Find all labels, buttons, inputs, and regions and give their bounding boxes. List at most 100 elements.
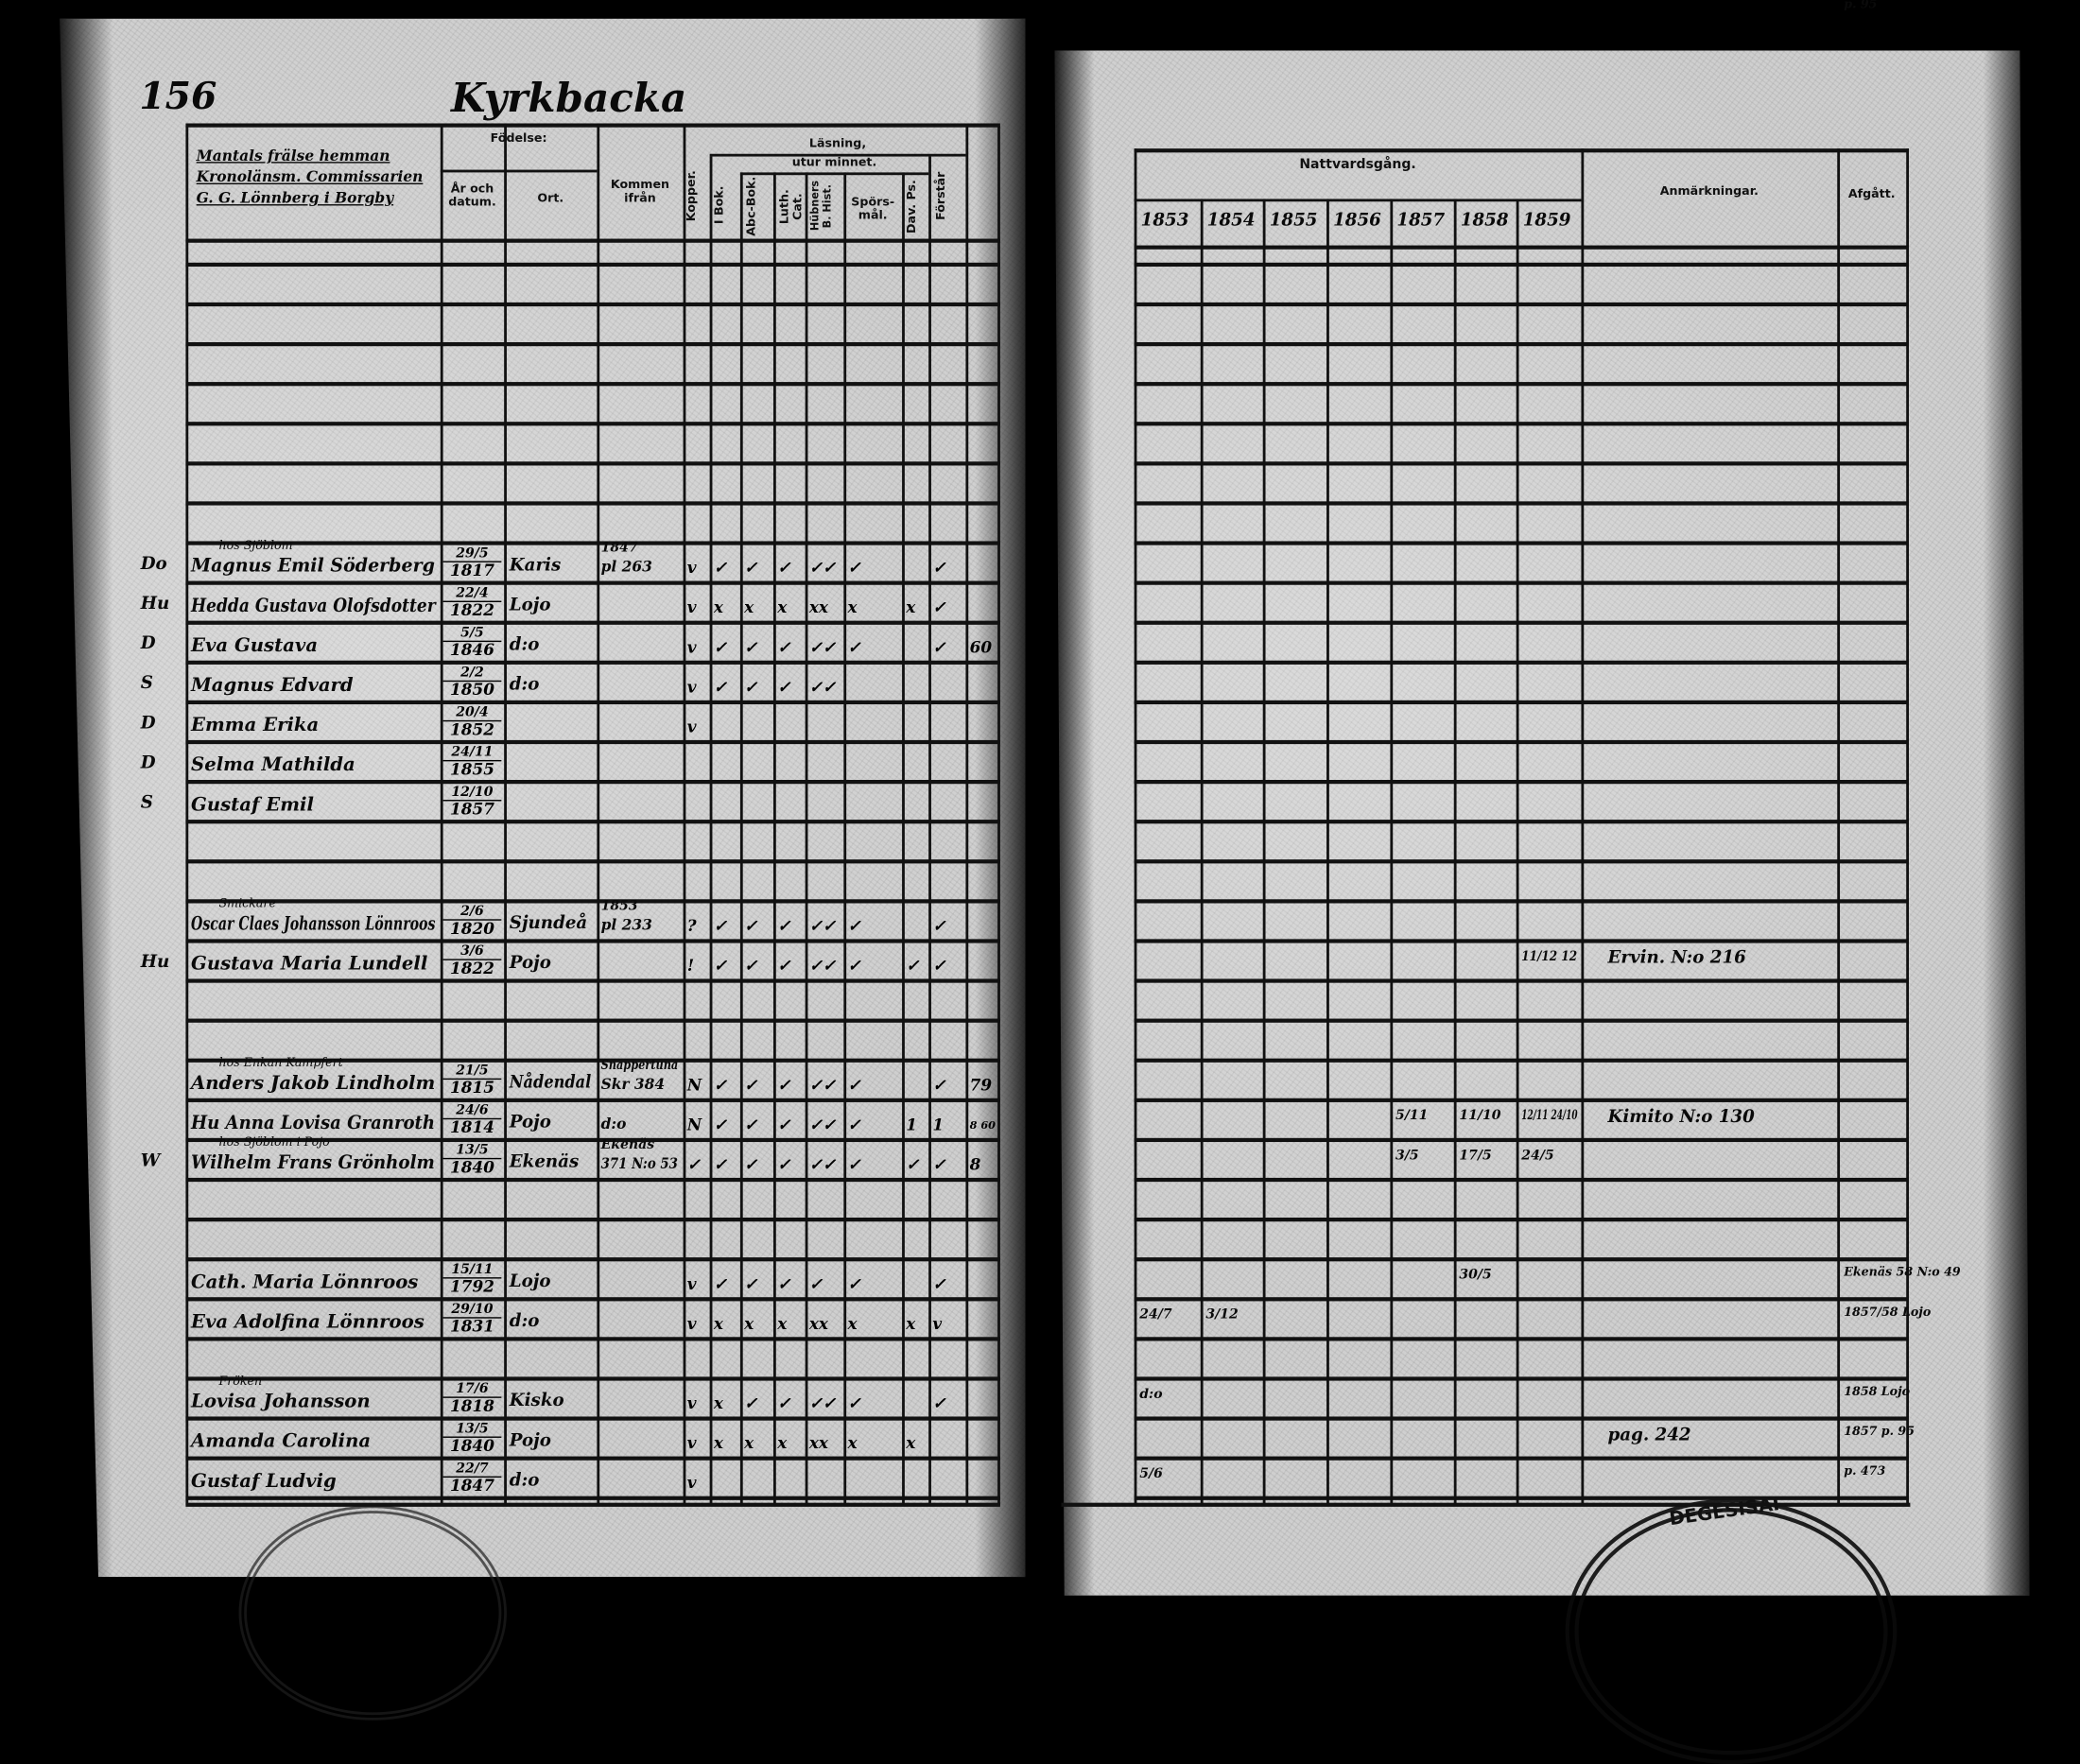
column-rule — [1453, 199, 1457, 1506]
birth-day-month: 24/11 — [442, 746, 502, 762]
row-rule — [185, 899, 1000, 904]
reading-mark: x — [713, 597, 723, 617]
row-rule — [1134, 899, 1910, 904]
reading-mark: ✓ — [713, 916, 727, 936]
reading-mark: ✓ — [932, 1155, 946, 1174]
person-name: Magnus Emil Söderberg — [191, 555, 435, 578]
birth-year: 1792 — [450, 1277, 494, 1296]
birth-day-month: 22/4 — [442, 586, 502, 602]
birth-date: 3/6 1822 — [442, 944, 502, 977]
reading-mark: x — [906, 1314, 916, 1334]
row-rule — [1134, 1177, 1910, 1183]
reading-mark: xx — [808, 1314, 828, 1334]
row-rule — [1134, 262, 1910, 268]
birth-year: 1847 — [450, 1476, 494, 1496]
departed-note: p. 95 — [1844, 0, 1878, 12]
departed-note: 1857 p. 95 — [1844, 1426, 1915, 1440]
birth-day-month: 17/6 — [442, 1382, 502, 1398]
table-top-rule — [1134, 148, 1910, 153]
communion-header: Nattvardsgång. — [1299, 157, 1416, 173]
reading-mark: xx — [808, 1433, 828, 1453]
birth-day-month: 21/5 — [442, 1064, 502, 1081]
reading-mark: ✓ — [847, 637, 861, 657]
page-shadow — [60, 18, 113, 1578]
reading-mark: 8 60 — [969, 1117, 996, 1132]
reading-mark: ✓ — [777, 1075, 791, 1095]
entry-note: hos Enkan Kampfert — [218, 1057, 343, 1071]
birth-place: d:o — [509, 675, 540, 696]
reading-mark: x — [847, 1433, 858, 1453]
reading-mark: ✓ — [777, 1155, 791, 1174]
birth-day-month: 12/10 — [442, 786, 502, 802]
reading-mark: ✓✓ — [808, 916, 837, 936]
smallpox-header: Kopper. — [685, 169, 700, 222]
row-rule — [185, 580, 1000, 585]
came-from-year: 1853 — [600, 899, 638, 914]
reading-mark: ✓ — [847, 916, 861, 936]
column-rule — [1516, 199, 1519, 1506]
reading-mark: ✓ — [777, 637, 791, 657]
reading-mark: ✓ — [847, 1393, 861, 1413]
came-from-header: Kommen ifrån — [610, 179, 670, 206]
left-page — [60, 18, 1026, 1578]
reading-mark: ✓✓ — [808, 677, 837, 697]
by-heart-subheader-rule — [739, 172, 929, 176]
reading-mark: ✓ — [777, 916, 791, 936]
reading-mark: x — [713, 1393, 723, 1413]
birth-date: 17/6 1818 — [442, 1382, 502, 1415]
birth-date: 21/5 1815 — [442, 1064, 502, 1097]
communion-date: d:o — [1139, 1387, 1163, 1403]
row-rule — [185, 978, 1000, 983]
birth-date: 29/10 1831 — [442, 1303, 502, 1336]
birth-year: 1846 — [450, 640, 494, 660]
row-rule — [1134, 739, 1910, 745]
reading-mark: x — [713, 1433, 723, 1453]
reading-mark: ✓ — [847, 1274, 861, 1293]
remark-text: Ervin. N:o 216 — [1607, 948, 1746, 969]
table-bottom-rule — [185, 1502, 1000, 1507]
communion-date: 5/6 — [1139, 1466, 1163, 1482]
archive-stamp — [238, 1505, 507, 1721]
reading-mark: ✓ — [906, 956, 920, 976]
reading-mark: N — [686, 1075, 702, 1095]
reading-mark: ✓ — [777, 677, 791, 697]
birth-place: Karis — [509, 555, 562, 576]
reading-mark: ✓ — [847, 1075, 861, 1095]
reading-mark: ✓ — [713, 1274, 727, 1293]
year-header: 1857 — [1396, 211, 1446, 232]
row-rule — [185, 1337, 1000, 1341]
entry-prefix: D — [140, 713, 156, 734]
reading-mark: v — [686, 1274, 697, 1293]
reading-mark: ✓ — [713, 558, 727, 578]
row-rule — [1134, 660, 1910, 665]
reading-mark: ✓ — [777, 1274, 791, 1293]
entry-note: Smickare — [218, 897, 276, 911]
birth-place: Lojo — [509, 1271, 551, 1292]
reading-mark: ✓ — [744, 1075, 758, 1095]
reading-mark: ✓ — [713, 1115, 727, 1134]
communion-date: 17/5 — [1459, 1149, 1492, 1164]
reading-mark: v — [686, 1433, 697, 1453]
row-rule — [185, 422, 1000, 426]
year-header: 1859 — [1522, 211, 1571, 232]
entry-prefix: S — [140, 673, 153, 694]
birth-subheader-rule — [440, 169, 598, 173]
row-rule — [185, 1456, 1000, 1461]
birth-date: 5/5 1846 — [442, 626, 502, 660]
reading-mark: ✓✓ — [808, 1155, 837, 1174]
reading-mark: x — [713, 1314, 723, 1334]
reading-mark: x — [847, 597, 858, 617]
reading-mark: xx — [808, 597, 828, 617]
row-rule — [1134, 382, 1910, 387]
column-rule — [739, 172, 743, 1506]
row-rule — [185, 1018, 1000, 1023]
reading-mark: x — [744, 597, 754, 617]
register-spread: 156 Kyrkbacka Mantals frälse hemman Kron… — [60, 0, 2030, 1764]
birth-date: 24/11 1855 — [442, 746, 502, 779]
reading-mark: x — [906, 1433, 916, 1453]
birth-day-month: 5/5 — [442, 626, 502, 643]
column-rule — [772, 172, 776, 1506]
birth-date: 13/5 1840 — [442, 1422, 502, 1455]
reading-header: Läsning, — [808, 137, 867, 151]
communion-date: 24/5 — [1521, 1149, 1554, 1164]
